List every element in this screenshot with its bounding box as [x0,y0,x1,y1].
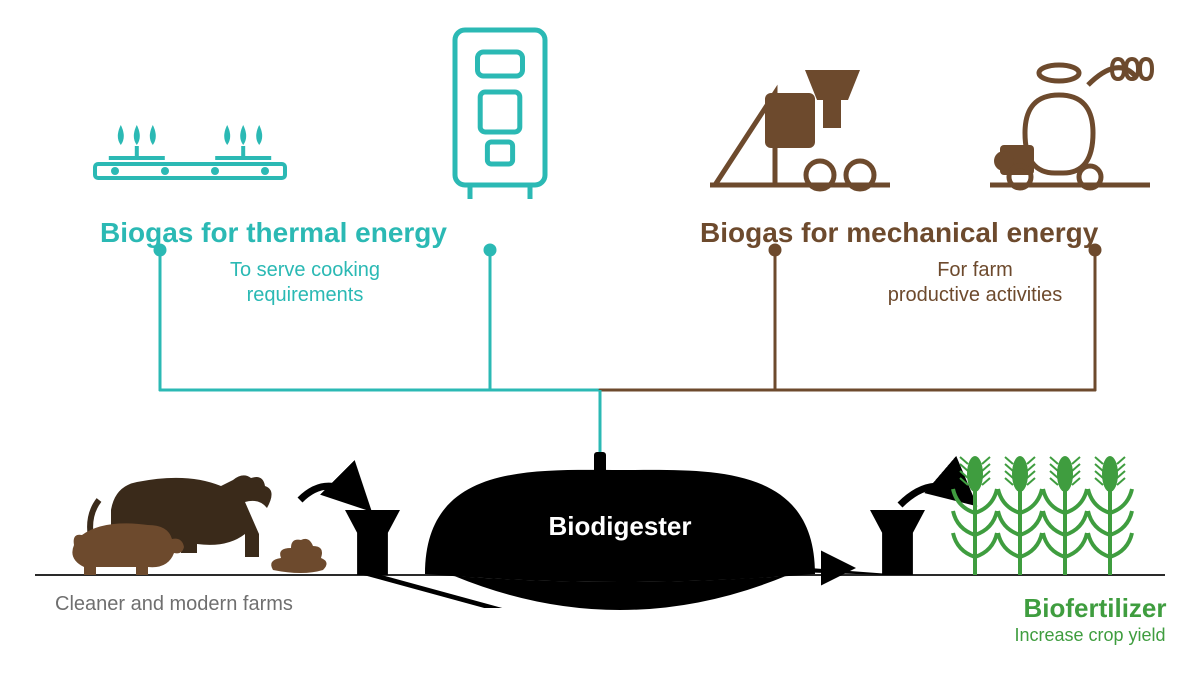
crops-icon [953,456,1132,575]
stove-icon [95,125,285,178]
biofertilizer-title: Biofertilizer [1000,592,1190,625]
thermal-caption: To serve cookingrequirements [195,258,415,308]
input-caption: Cleaner and modern farms [55,592,375,617]
milking-machine-icon [990,59,1152,188]
grain-mill-icon [710,70,890,189]
thermal-heading: Biogas for thermal energy [100,215,480,250]
manure-icon [271,539,326,573]
livestock-icon [72,475,271,575]
mechanical-caption: For farmproductive activities [865,258,1085,308]
input-hopper-icon [345,510,400,575]
mechanical-heading: Biogas for mechanical energy [700,215,1140,250]
biofertilizer-subtitle: Increase crop yield [985,624,1195,647]
output-hopper-icon [870,510,925,575]
water-heater-icon [455,30,545,199]
input-arrow-icon [300,486,365,505]
biodigester-label: Biodigester [500,510,740,543]
